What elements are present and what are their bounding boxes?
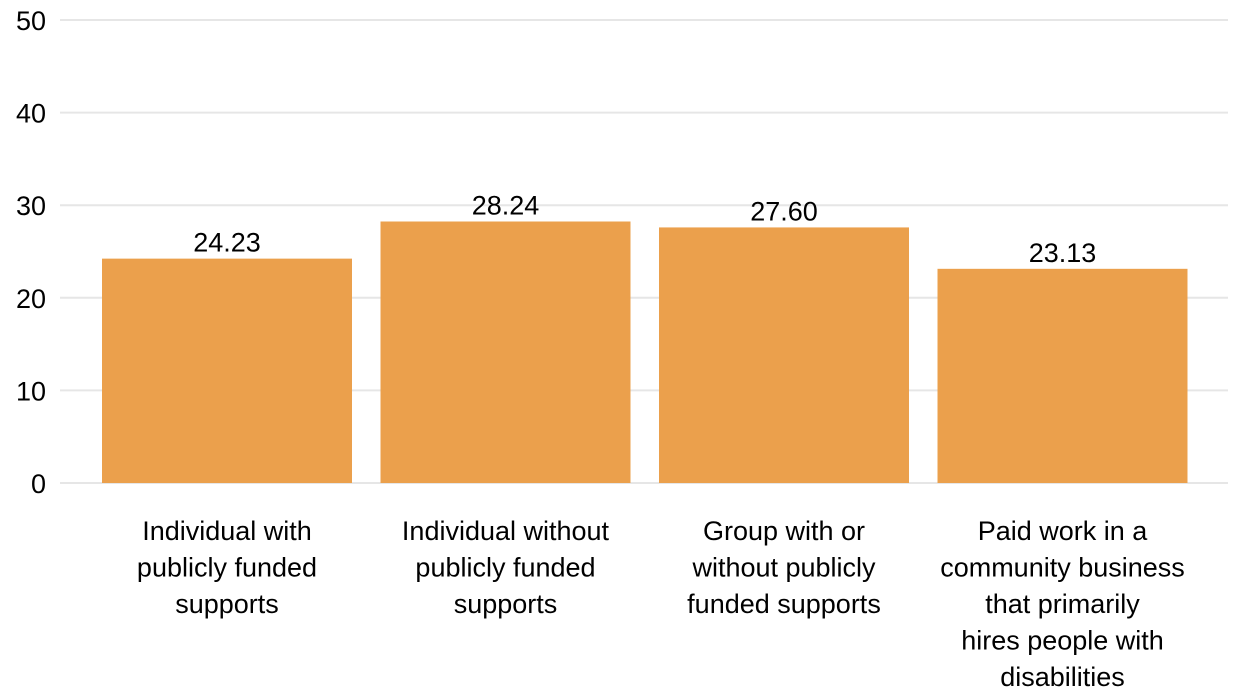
category-label-line: hires people with xyxy=(961,626,1164,656)
y-tick-label-40: 40 xyxy=(16,99,46,129)
category-label-line: Individual without xyxy=(402,516,610,546)
category-label-3: Paid work in a community business that pri… xyxy=(940,516,1185,688)
bar-3 xyxy=(937,268,1188,483)
category-label-line: Paid work in a xyxy=(978,516,1149,546)
category-label-2: Group with or without publicly funded supp… xyxy=(687,516,881,619)
x-axis-category-labels: Individual with publicly funded supportsIn… xyxy=(137,516,1185,688)
y-axis-tick-labels: 0 10 20 30 40 50 xyxy=(16,6,46,499)
category-label-line: disabilities xyxy=(1000,662,1125,688)
bar-2 xyxy=(659,227,909,483)
data-label-3: 23.13 xyxy=(1029,238,1097,268)
category-label-line: publicly funded xyxy=(415,553,595,583)
y-tick-label-20: 20 xyxy=(16,284,46,314)
bar-0 xyxy=(102,258,352,483)
category-label-line: supports xyxy=(175,589,279,619)
data-label-2: 27.60 xyxy=(750,196,818,226)
y-tick-label-30: 30 xyxy=(16,191,46,221)
y-tick-label-0: 0 xyxy=(31,469,46,499)
category-label-line: supports xyxy=(454,589,558,619)
category-label-line: that primarily xyxy=(985,589,1140,619)
category-label-line: funded supports xyxy=(687,589,881,619)
category-label-1: Individual without publicly funded support… xyxy=(402,516,610,619)
category-label-0: Individual with publicly funded supports xyxy=(137,516,317,619)
category-label-line: Group with or xyxy=(703,516,865,546)
category-label-line: publicly funded xyxy=(137,553,317,583)
data-label-0: 24.23 xyxy=(193,228,261,258)
category-label-line: without publicly xyxy=(691,553,876,583)
bar-1 xyxy=(380,221,631,483)
category-label-line: community business xyxy=(940,553,1185,583)
category-label-line: Individual with xyxy=(142,516,312,546)
bars xyxy=(102,221,1188,483)
data-label-1: 28.24 xyxy=(472,190,540,220)
y-tick-label-10: 10 xyxy=(16,376,46,406)
y-tick-label-50: 50 xyxy=(16,6,46,36)
data-labels: 24.23 28.24 27.60 23.13 xyxy=(193,190,1096,267)
